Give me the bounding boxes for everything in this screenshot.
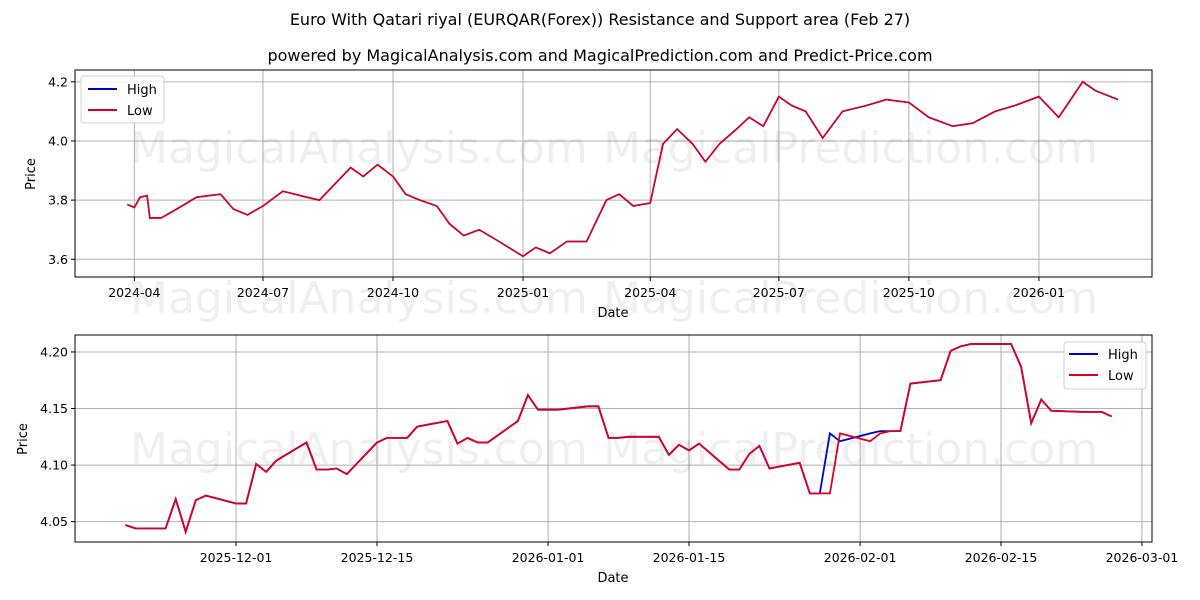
top-legend: High Low — [80, 75, 165, 124]
svg-text:2025-10: 2025-10 — [883, 285, 935, 300]
legend-high-label: High — [127, 83, 157, 98]
bottom-chart: MagicalAnalysis.com MagicalPrediction.co… — [16, 334, 1178, 586]
svg-text:4.05: 4.05 — [40, 514, 68, 529]
svg-text:4.15: 4.15 — [40, 401, 68, 416]
watermark: MagicalAnalysis.com — [130, 123, 588, 174]
bottom-legend: High Low — [1063, 341, 1147, 390]
bottom-grid — [75, 335, 1152, 542]
bottom-xlabel: Date — [597, 571, 628, 586]
legend-high-label: High — [1108, 348, 1138, 363]
svg-text:2025-04: 2025-04 — [624, 285, 676, 300]
svg-text:3.6: 3.6 — [48, 252, 68, 267]
chart-subtitle: powered by MagicalAnalysis.com and Magic… — [267, 46, 933, 65]
top-axes-frame — [74, 69, 1153, 278]
svg-text:2025-12-15: 2025-12-15 — [341, 550, 414, 565]
svg-text:2026-03-01: 2026-03-01 — [1106, 550, 1179, 565]
top-low-line — [126, 80, 1119, 258]
watermark: MagicalAnalysis.com — [130, 273, 588, 324]
svg-text:2025-07: 2025-07 — [753, 285, 805, 300]
svg-text:3.8: 3.8 — [48, 193, 68, 208]
top-grid — [75, 70, 1152, 277]
bottom-ticks: 4.05 4.10 4.15 4.20 2025-12-01 2025-12-15 2026… — [40, 344, 1178, 565]
svg-text:2026-01-01: 2026-01-01 — [512, 550, 585, 565]
top-ylabel: Price — [24, 158, 39, 190]
svg-text:4.0: 4.0 — [48, 133, 68, 148]
svg-text:4.2: 4.2 — [48, 74, 68, 89]
bottom-axes-frame — [74, 334, 1153, 543]
legend-low-label: Low — [1108, 369, 1134, 384]
legend-low-label: Low — [127, 104, 153, 119]
svg-text:2026-02-01: 2026-02-01 — [824, 550, 897, 565]
top-ticks: 3.6 3.8 4.0 4.2 2024-04 2024-07 2024-10 2025-01… — [48, 74, 1065, 300]
watermark: MagicalPrediction.com — [603, 424, 1098, 475]
svg-text:2024-10: 2024-10 — [367, 285, 419, 300]
watermark: MagicalPrediction.com — [603, 123, 1098, 174]
svg-text:2024-04: 2024-04 — [108, 285, 160, 300]
svg-text:2026-02-15: 2026-02-15 — [965, 550, 1038, 565]
svg-text:2025-12-01: 2025-12-01 — [200, 550, 273, 565]
svg-text:4.20: 4.20 — [40, 344, 68, 359]
svg-text:2024-07: 2024-07 — [237, 285, 289, 300]
top-xlabel: Date — [597, 306, 628, 321]
watermark: MagicalPrediction.com — [603, 273, 1098, 324]
svg-text:4.10: 4.10 — [40, 458, 68, 473]
svg-text:2026-01-15: 2026-01-15 — [653, 550, 726, 565]
chart-title: Euro With Qatari riyal (EURQAR(Forex)) R… — [289, 10, 911, 29]
watermark: MagicalAnalysis.com — [130, 424, 588, 475]
svg-text:2025-01: 2025-01 — [497, 285, 549, 300]
top-chart: MagicalAnalysis.com MagicalPrediction.co… — [24, 69, 1153, 324]
svg-text:2026-01: 2026-01 — [1013, 285, 1065, 300]
bottom-ylabel: Price — [16, 423, 31, 455]
bottom-low-line — [125, 343, 1113, 535]
